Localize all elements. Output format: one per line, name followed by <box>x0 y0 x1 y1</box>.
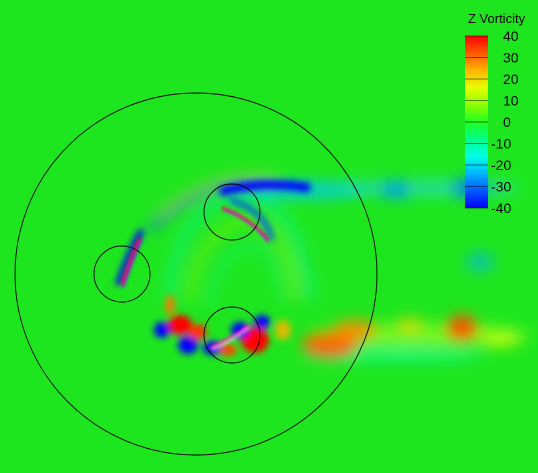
blade-bottom-circle <box>203 306 261 364</box>
blade-top-circle <box>203 183 261 241</box>
blade-sheets <box>120 206 270 351</box>
colorbar-tick-label: 0 <box>503 114 511 130</box>
colorbar-tick-label: 20 <box>503 71 519 87</box>
colorbar-tick-label: -40 <box>491 200 511 216</box>
blade-left-circle <box>93 245 151 303</box>
colorbar-tick-label: -20 <box>491 157 511 173</box>
rotor-geometry <box>14 92 378 456</box>
colorbar-tick-label: -10 <box>491 136 511 152</box>
rotor-disc-circle <box>14 92 378 456</box>
colorbar-title: Z Vorticity <box>468 11 526 26</box>
colorbar-tick-label: -30 <box>491 179 511 195</box>
colorbar-ticks: 40 30 20 10 0 -10 -20 -30 -40 <box>465 28 519 216</box>
colorbar-tick-label: 30 <box>503 50 519 66</box>
colorbar-tick-label: 10 <box>503 93 519 109</box>
colorbar-tick-label: 40 <box>503 28 519 44</box>
colorbar: Z Vorticity 40 30 20 10 0 -10 -20 -30 -40 <box>465 11 526 216</box>
